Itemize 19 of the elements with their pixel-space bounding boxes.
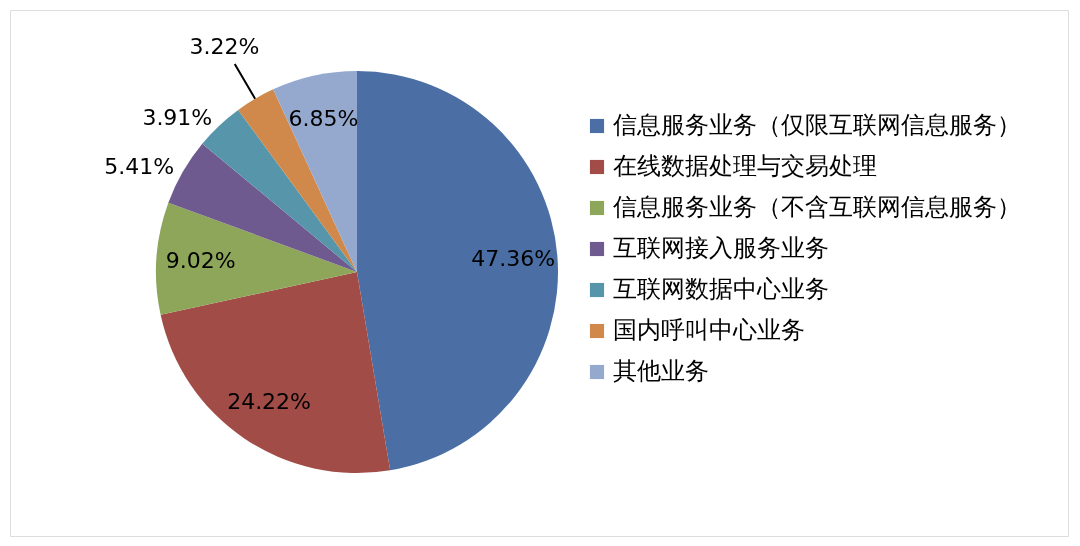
legend-label: 在线数据处理与交易处理 xyxy=(613,152,877,180)
legend-label: 其他业务 xyxy=(613,357,709,385)
legend-label: 互联网接入服务业务 xyxy=(613,234,829,262)
data-label: 24.22% xyxy=(227,388,312,414)
pie-slice xyxy=(238,89,357,272)
data-label: 9.02% xyxy=(165,248,236,274)
pie-slice xyxy=(273,71,357,272)
data-label: 47.36% xyxy=(471,246,556,272)
data-label: 6.85% xyxy=(288,105,359,131)
legend-label: 国内呼叫中心业务 xyxy=(613,316,805,344)
legend-label: 互联网数据中心业务 xyxy=(613,275,829,303)
pie-slice xyxy=(156,202,357,315)
data-label: 3.91% xyxy=(142,105,213,131)
legend-label: 信息服务业务（仅限互联网信息服务） xyxy=(613,111,1021,139)
pie-slice xyxy=(160,272,391,473)
data-label: 3.22% xyxy=(189,33,260,59)
pie-slice xyxy=(357,71,558,471)
legend-label: 信息服务业务（不含互联网信息服务） xyxy=(613,193,1021,221)
data-label: 5.41% xyxy=(104,153,175,179)
